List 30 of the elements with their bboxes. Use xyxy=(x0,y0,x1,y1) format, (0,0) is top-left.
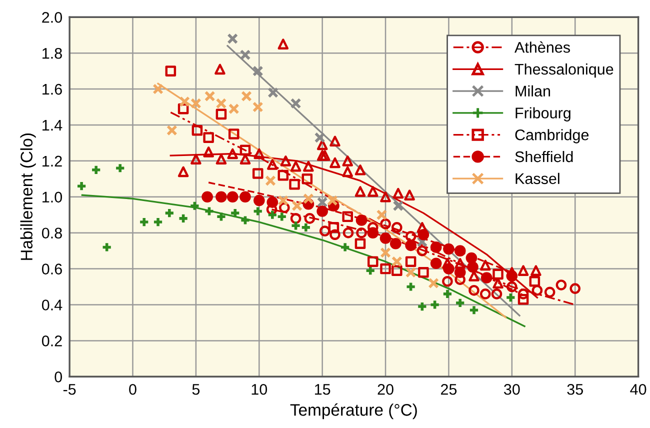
x-tick-label: 15 xyxy=(314,384,330,395)
legend-label: Kassel xyxy=(516,172,560,184)
y-axis-title: Habillement (Clo) xyxy=(20,134,36,260)
y-tick-label: 0 xyxy=(54,372,62,382)
y-tick-label: 1.4 xyxy=(42,120,62,131)
x-axis-title: Température (°C) xyxy=(290,403,417,420)
legend-label: Cambridge xyxy=(515,129,589,144)
x-tick-label: 25 xyxy=(440,384,457,395)
x-tick-label: -5 xyxy=(63,384,76,395)
legend-label: Thessalonique xyxy=(514,63,614,78)
y-tick-label: 0.8 xyxy=(42,228,62,239)
legend-label: Sheffield xyxy=(515,150,573,162)
x-tick-label: 20 xyxy=(378,384,394,395)
x-tick-label: 0 xyxy=(129,384,136,395)
x-tick-label: 35 xyxy=(567,384,583,395)
legend-label: Milan xyxy=(516,85,550,97)
y-tick-label: 1.8 xyxy=(42,48,62,59)
x-tick-label: 30 xyxy=(504,384,520,395)
y-tick-label: 0.4 xyxy=(42,300,62,310)
legend-label: Athènes xyxy=(514,41,570,53)
y-tick-label: 1.6 xyxy=(42,84,62,95)
x-tick-label: 5 xyxy=(192,384,200,395)
y-tick-label: 2.0 xyxy=(42,12,62,23)
x-tick-label: 40 xyxy=(630,384,646,395)
y-tick-label: 0.6 xyxy=(42,264,62,274)
y-tick-label: 0.2 xyxy=(42,336,62,346)
x-tick-label: 10 xyxy=(252,384,268,395)
y-tick-label: 1.0 xyxy=(42,192,62,203)
legend-label: Fribourg xyxy=(516,107,570,122)
y-tick-label: 1.2 xyxy=(42,156,62,166)
